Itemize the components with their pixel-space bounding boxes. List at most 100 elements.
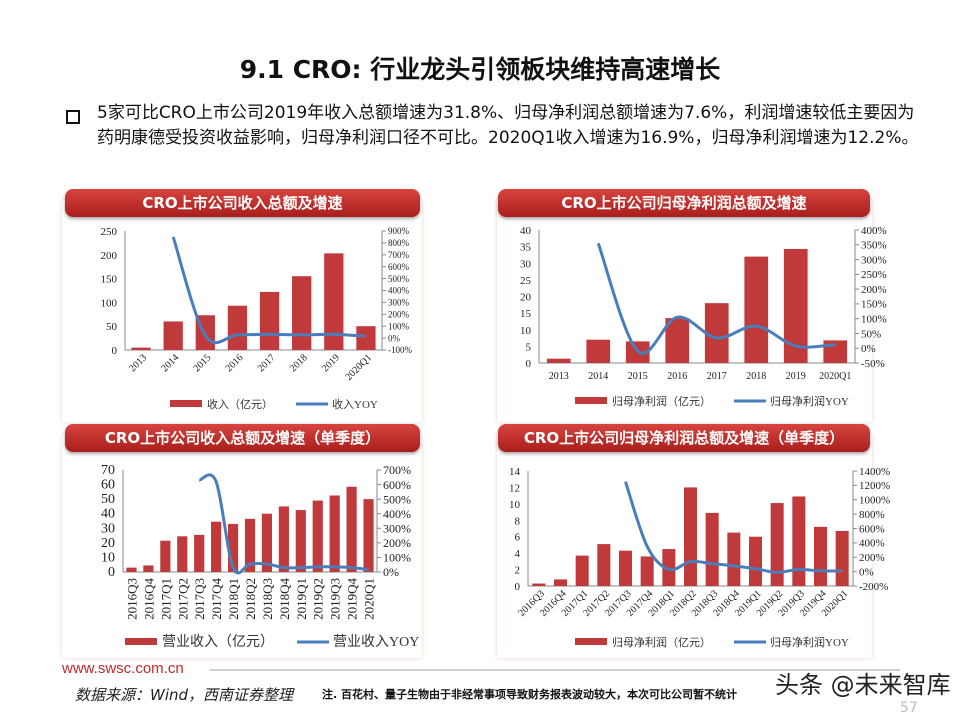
x-tick-label: 2018 <box>746 371 766 382</box>
x-tick-label: 2017 <box>707 371 727 382</box>
y2-tick-label: 800% <box>388 238 410 248</box>
y-tick-label: 50 <box>101 492 115 507</box>
y2-tick-label: 400% <box>388 286 410 296</box>
legend-line-label: 营业收入YOY <box>333 634 419 650</box>
bar-2018Q4 <box>727 532 741 586</box>
x-tick-label: 2017Q3 <box>192 578 207 620</box>
bar-2019Q3 <box>792 496 806 586</box>
bar-2016Q4 <box>554 579 567 586</box>
y-tick-label: 25 <box>520 275 532 287</box>
y-tick-label: 6 <box>515 532 521 544</box>
bullet-square-icon <box>66 110 80 124</box>
chart-3: 0102030405060700%100%200%300%400%500%600… <box>101 463 419 650</box>
x-tick-label: 2020Q1 <box>362 578 377 620</box>
legend-bar-label: 归母净利润（亿元） <box>612 394 711 408</box>
y2-tick-label: -100% <box>388 345 412 355</box>
x-tick-label: 2013 <box>549 371 569 382</box>
chart-1: 0 50 100 150 200 250 -100% 0% 100% 200%300% 400% 50… <box>101 226 413 411</box>
bar-2018Q1 <box>227 523 239 572</box>
yoy-line <box>198 473 369 575</box>
yoy-line <box>624 481 843 574</box>
bar-2014 <box>586 339 611 363</box>
y2-tick-label: 200% <box>861 284 887 296</box>
bar-2017Q2 <box>597 544 611 586</box>
bar-2020Q1 <box>363 499 374 572</box>
y-tick-label: 60 <box>101 478 115 493</box>
chart-title-1: CRO上市公司收入总额及增速 <box>65 189 420 217</box>
x-tick-label: 2016 <box>224 352 246 374</box>
y2-tick-label: 500% <box>388 274 410 284</box>
bar-2020Q1 <box>356 326 376 350</box>
y2-tick-label: 100% <box>383 551 411 565</box>
legend-bar-swatch <box>170 400 202 407</box>
website-link[interactable]: www.swsc.com.cn <box>62 660 184 677</box>
y2-tick-label: 800% <box>859 509 885 521</box>
y2-tick-label: 100% <box>861 314 887 326</box>
y2-tick-label: 300% <box>861 254 887 266</box>
bar-2019Q2 <box>312 500 323 572</box>
bar-2016 <box>665 318 690 363</box>
y-tick-label: 250 <box>101 226 118 238</box>
y2-tick-label: 200% <box>859 552 885 564</box>
bar-2017Q1 <box>160 540 171 572</box>
bar-2019Q1 <box>295 510 306 572</box>
bar-2018Q3 <box>261 513 273 572</box>
y-tick-label: 30 <box>520 258 532 270</box>
y2-tick-label: 300% <box>388 298 410 308</box>
bar-2018 <box>292 276 312 350</box>
y2-tick-label: 250% <box>861 269 887 281</box>
bar-2019Q2 <box>770 503 784 586</box>
chart-panel-2 <box>497 200 872 422</box>
y2-tick-label: 200% <box>383 536 411 550</box>
bar-2018Q2 <box>684 487 697 586</box>
y2-tick-label: 500% <box>383 492 411 506</box>
bar-2016Q3 <box>126 567 137 572</box>
x-tick-label: 2015 <box>192 352 214 374</box>
bar-2014 <box>163 321 183 350</box>
chart-title-2: CRO上市公司归母净利润总额及增速 <box>498 189 870 217</box>
bar-2019Q4 <box>346 486 357 572</box>
x-tick-label: 2019Q4 <box>345 578 360 620</box>
y2-tick-label: 1000% <box>859 495 890 507</box>
y2-tick-label: 0% <box>861 343 876 355</box>
legend-line-label: 归母净利润YOY <box>770 394 849 408</box>
x-tick-label: 2019Q1 <box>294 578 309 620</box>
chart-title-4: CRO上市公司归母净利润总额及增速（单季度） <box>498 424 870 452</box>
chart-2: 0 5 10 15 20 25 30 35 40 -50% 0% 50% 100% 150% 200% 250… <box>520 225 887 408</box>
y2-tick-label: 600% <box>383 478 411 492</box>
y2-tick-label: 0% <box>388 333 401 343</box>
y-tick-label: 200 <box>101 250 118 262</box>
bar-2017Q2 <box>177 536 188 572</box>
x-tick-label: 2013 <box>127 352 149 374</box>
bar-2017Q1 <box>575 555 589 586</box>
y-tick-label: 2 <box>515 565 521 577</box>
y2-tick-label: 1400% <box>859 466 890 478</box>
footnote: 注. 百花村、量子生物由于非经常事项导致财务报表波动较大，本次可比公司暂不统计 <box>322 688 738 701</box>
bar-2013 <box>546 358 571 363</box>
summary-text: 5家可比CRO上市公司2019年收入总额增速为31.8%、归母净利润总额增速为7… <box>97 103 919 148</box>
bar-2013 <box>131 347 151 350</box>
y2-tick-label: 700% <box>388 250 410 260</box>
y-tick-label: 10 <box>520 325 532 337</box>
bar-2017Q4 <box>211 521 222 572</box>
yoy-line <box>596 242 836 355</box>
legend-line-label: 归母净利润YOY <box>770 635 849 649</box>
bar-2018Q3 <box>705 512 719 586</box>
y2-tick-label: 100% <box>388 321 410 331</box>
x-tick-label: 2015 <box>628 371 648 382</box>
x-tick-label: 2017Q2 <box>175 578 190 620</box>
y2-tick-label: 200% <box>388 309 410 319</box>
y2-tick-label: 300% <box>383 521 411 535</box>
bar-2020Q1 <box>835 530 849 586</box>
x-tick-label: 2018Q3 <box>260 578 275 620</box>
x-tick-label: 2014 <box>588 371 608 382</box>
bar-2017Q3 <box>194 534 205 572</box>
y-tick-label: 10 <box>509 499 521 511</box>
x-tick-label: 2018Q4 <box>277 578 292 620</box>
y2-tick-label: 900% <box>388 226 410 236</box>
x-tick-label: 2018Q1 <box>226 578 241 620</box>
x-tick-label: 2019Q2 <box>311 578 326 620</box>
x-tick-label: 2017Q1 <box>158 578 173 620</box>
bar-2019 <box>783 248 808 363</box>
